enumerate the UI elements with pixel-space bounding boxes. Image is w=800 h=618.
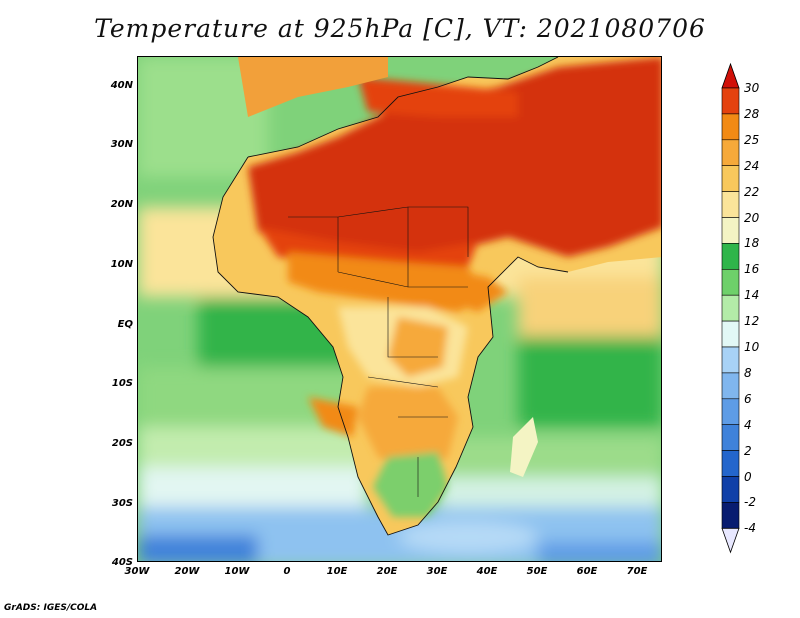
lon-tick-20W: 20W	[174, 566, 200, 577]
lat-tick-10S: 10S	[111, 378, 133, 389]
lon-tick-70E: 70E	[626, 566, 648, 577]
lat-tick-20N: 20N	[110, 199, 133, 210]
colorbar-segment	[721, 113, 740, 141]
country-borders	[288, 206, 469, 497]
colorbar-segment	[721, 191, 740, 218]
colorbar-segment	[721, 502, 740, 529]
colorbar-label: 2	[744, 443, 752, 458]
colorbar-label: 4	[744, 417, 752, 432]
lon-tick-10E: 10E	[326, 566, 348, 577]
colorbar-segment	[721, 165, 740, 192]
colorbar-segment	[721, 476, 740, 503]
lat-tick-40S: 40S	[111, 557, 133, 568]
colorbar-segment	[721, 450, 740, 477]
southern-europe-landmass	[238, 57, 388, 117]
landmass-temperature	[213, 57, 661, 535]
colorbar-label: 10	[744, 340, 760, 354]
colorbar-label: 24	[744, 158, 760, 173]
colorbar-segment	[721, 424, 740, 451]
colorbar-label: -2	[744, 495, 756, 510]
lat-tick-EQ: EQ	[117, 319, 133, 330]
colorbar-label: 25	[744, 132, 760, 147]
lon-tick-0: 0	[283, 566, 291, 577]
colorbar-label: 14	[744, 288, 760, 303]
colorbar-label: 8	[744, 365, 752, 380]
colorbar-segment	[721, 268, 740, 296]
colorbar-label: 18	[744, 236, 760, 251]
colorbar-segment	[721, 346, 740, 374]
colorbar-segment	[721, 87, 740, 115]
lon-tick-20E: 20E	[376, 566, 398, 577]
colorbar-label: 16	[744, 262, 760, 277]
colorbar-label: 0	[744, 469, 752, 484]
lon-tick-10W: 10W	[224, 566, 250, 577]
colorbar-label: -4	[744, 521, 756, 536]
lon-tick-60E: 60E	[576, 566, 598, 577]
lon-tick-50E: 50E	[526, 566, 548, 577]
grads-credit: GrADS: IGES/COLA	[4, 603, 98, 613]
colorbar-label: 6	[744, 391, 752, 406]
coastline-outline	[212, 57, 569, 536]
lon-tick-30W: 30W	[124, 566, 150, 577]
madagascar-island	[510, 417, 538, 477]
colorbar-segment	[721, 372, 740, 400]
lon-tick-40E: 40E	[476, 566, 498, 577]
colorbar-bottom-arrow	[721, 527, 740, 554]
lat-tick-30S: 30S	[111, 498, 133, 509]
colorbar-segment	[721, 243, 740, 270]
colorbar-label: 30	[744, 81, 760, 95]
colorbar-label: 22	[744, 184, 760, 199]
colorbar-top-arrow	[721, 62, 740, 89]
lat-tick-40N: 40N	[110, 80, 133, 91]
lon-tick-30E: 30E	[426, 566, 448, 577]
temperature-field-map	[138, 57, 661, 561]
colorbar-segment	[721, 398, 740, 425]
lat-tick-10N: 10N	[110, 259, 133, 270]
colorbar-segment	[721, 320, 740, 348]
map-panel	[137, 56, 662, 562]
lat-tick-20S: 20S	[111, 438, 133, 449]
colorbar-label: 28	[744, 106, 760, 121]
colorbar-segment	[721, 217, 740, 244]
chart-title: Temperature at 925hPa [C], VT: 202108070…	[94, 14, 706, 43]
lat-tick-30N: 30N	[110, 139, 133, 150]
colorbar-label: 20	[744, 210, 760, 225]
colorbar-segment	[721, 139, 740, 167]
colorbar-segment	[721, 294, 740, 322]
colorbar-label: 12	[744, 314, 760, 329]
